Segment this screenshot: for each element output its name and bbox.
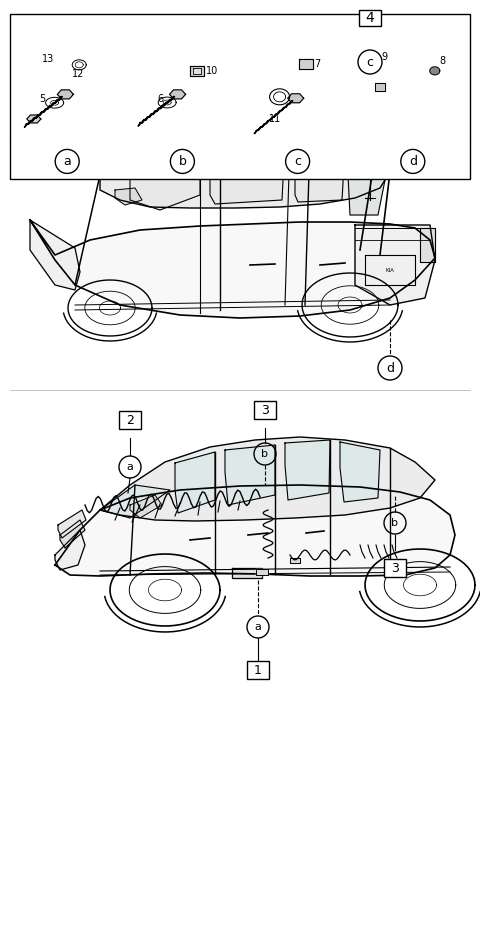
Text: d: d <box>386 362 394 375</box>
Text: 3: 3 <box>261 403 269 416</box>
Polygon shape <box>55 485 455 576</box>
Text: 9: 9 <box>382 52 388 61</box>
Bar <box>247 661 269 679</box>
Bar <box>384 559 406 577</box>
Polygon shape <box>348 148 388 215</box>
Polygon shape <box>299 59 312 69</box>
Text: a: a <box>63 155 71 168</box>
Text: a: a <box>127 462 133 472</box>
Polygon shape <box>420 228 435 262</box>
Text: 4: 4 <box>366 11 374 25</box>
Polygon shape <box>30 220 435 318</box>
Text: 7: 7 <box>314 59 321 69</box>
Polygon shape <box>100 485 170 518</box>
Text: 10: 10 <box>206 66 219 76</box>
Bar <box>10 14 470 179</box>
Polygon shape <box>27 115 41 123</box>
Text: 3: 3 <box>391 562 399 575</box>
Text: 2: 2 <box>126 413 134 427</box>
Bar <box>119 411 141 429</box>
Polygon shape <box>30 220 80 290</box>
Polygon shape <box>256 569 268 575</box>
Text: 11: 11 <box>268 114 281 124</box>
Polygon shape <box>169 90 186 99</box>
Text: 1: 1 <box>254 664 262 677</box>
Text: 12: 12 <box>72 69 84 78</box>
Text: 13: 13 <box>42 54 54 64</box>
Polygon shape <box>60 520 85 548</box>
Polygon shape <box>430 67 440 75</box>
Text: 8: 8 <box>440 56 446 66</box>
Polygon shape <box>355 225 435 305</box>
Bar <box>359 10 381 26</box>
Text: a: a <box>254 622 262 632</box>
Polygon shape <box>210 140 285 204</box>
Text: 5: 5 <box>39 93 46 104</box>
Polygon shape <box>375 83 385 91</box>
Bar <box>254 401 276 419</box>
Polygon shape <box>290 558 300 563</box>
Text: c: c <box>367 56 373 69</box>
Polygon shape <box>193 68 202 74</box>
Polygon shape <box>55 530 85 570</box>
Text: c: c <box>294 155 301 168</box>
Polygon shape <box>232 568 262 578</box>
Polygon shape <box>130 495 162 518</box>
Text: 6: 6 <box>157 93 164 104</box>
Polygon shape <box>288 93 304 103</box>
Polygon shape <box>225 445 275 505</box>
Text: b: b <box>179 155 186 168</box>
Polygon shape <box>295 142 345 202</box>
Text: b: b <box>262 449 268 459</box>
Polygon shape <box>130 140 200 210</box>
Polygon shape <box>115 188 142 205</box>
Polygon shape <box>175 452 215 513</box>
Text: b: b <box>392 518 398 528</box>
Text: d: d <box>409 155 417 168</box>
Text: KIA: KIA <box>385 267 395 273</box>
Polygon shape <box>58 510 86 538</box>
Polygon shape <box>57 90 73 99</box>
Polygon shape <box>100 437 435 521</box>
Polygon shape <box>340 442 380 502</box>
Polygon shape <box>100 137 390 208</box>
Polygon shape <box>191 66 204 76</box>
Polygon shape <box>285 440 330 500</box>
